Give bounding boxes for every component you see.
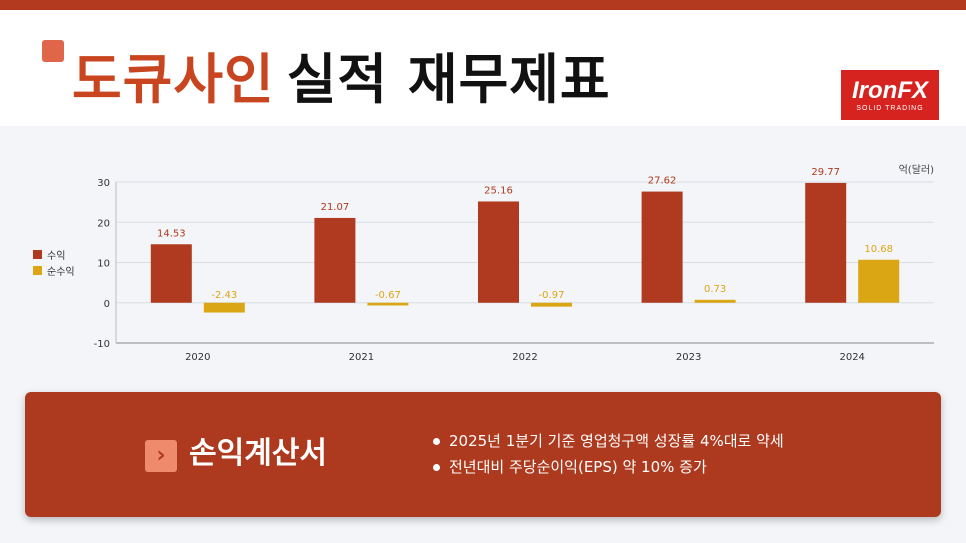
revenue-bar <box>150 244 192 303</box>
revenue-bar <box>641 191 683 303</box>
decorative-square <box>42 40 64 62</box>
summary-panel: › 손익계산서 2025년 1분기 기준 영업청구액 성장률 4%대로 약세 전… <box>25 392 941 517</box>
data-label: 0.73 <box>704 284 726 295</box>
data-label: 29.77 <box>811 167 840 178</box>
y-tick-label: 20 <box>97 218 110 229</box>
legend-swatch <box>33 266 42 275</box>
page-title: 도큐사인 실적 재무제표 <box>72 48 611 113</box>
legend-swatch <box>33 250 42 259</box>
logo-subtext: SOLID TRADING <box>856 105 924 112</box>
data-label: 25.16 <box>484 185 513 196</box>
data-label: -2.43 <box>211 290 237 301</box>
revenue-bar <box>314 217 356 303</box>
data-label: -0.67 <box>375 290 401 301</box>
x-tick-label: 2022 <box>512 352 537 363</box>
bars <box>150 182 900 313</box>
x-tick-label: 2020 <box>185 352 210 363</box>
header: 도큐사인 실적 재무제표 IronFX SOLID TRADING <box>0 10 966 126</box>
summary-bullet: 전년대비 주당순이익(EPS) 약 10% 증가 <box>433 454 784 480</box>
company-name: 도큐사인 <box>72 48 275 111</box>
top-accent-bar <box>0 0 966 10</box>
legend-label: 수익 <box>47 250 65 262</box>
legend-label: 순수익 <box>47 266 75 278</box>
x-tick-label: 2021 <box>349 352 374 363</box>
data-labels: 14.53 -2.43 21.07 -0.67 25.16 -0.97 27.62 0.73 2… <box>157 167 893 301</box>
revenue-bar <box>478 201 519 303</box>
axes: -10 0 10 20 30 2020 2021 2022 2023 2024 <box>94 178 865 363</box>
data-label: 14.53 <box>157 228 186 239</box>
brand-logo: IronFX SOLID TRADING <box>841 70 939 120</box>
summary-title: 손익계산서 <box>189 436 327 471</box>
net-income-bar <box>367 302 409 306</box>
grid-lines <box>116 181 934 344</box>
net-income-bar <box>858 259 900 303</box>
net-income-bar <box>694 299 736 303</box>
net-income-bar <box>203 302 245 313</box>
y-tick-label: 10 <box>97 259 110 270</box>
summary-bullet: 2025년 1분기 기준 영업청구액 성장률 4%대로 약세 <box>433 428 784 454</box>
y-tick-label: 30 <box>97 178 110 189</box>
logo-text: IronFX <box>852 77 928 104</box>
unit-label: 억(달러) <box>899 164 935 176</box>
revenue-bar <box>805 182 847 303</box>
x-tick-label: 2023 <box>676 352 701 363</box>
net-income-bar <box>531 302 572 307</box>
bar-chart: -10 0 10 20 30 2020 2021 2022 2023 2024 14.53 -2.4… <box>33 164 935 363</box>
summary-bullets: 2025년 1분기 기준 영업청구액 성장률 4%대로 약세 전년대비 주당순이… <box>433 428 784 480</box>
x-tick-label: 2024 <box>839 352 864 363</box>
y-tick-label: -10 <box>94 339 110 350</box>
data-label: -0.97 <box>539 290 565 301</box>
data-label: 10.68 <box>864 244 893 255</box>
y-tick-label: 0 <box>104 299 110 310</box>
data-label: 21.07 <box>321 202 350 213</box>
chevron-right-icon: › <box>145 440 177 472</box>
title-rest: 실적 재무제표 <box>286 48 611 111</box>
data-label: 27.62 <box>648 176 677 187</box>
